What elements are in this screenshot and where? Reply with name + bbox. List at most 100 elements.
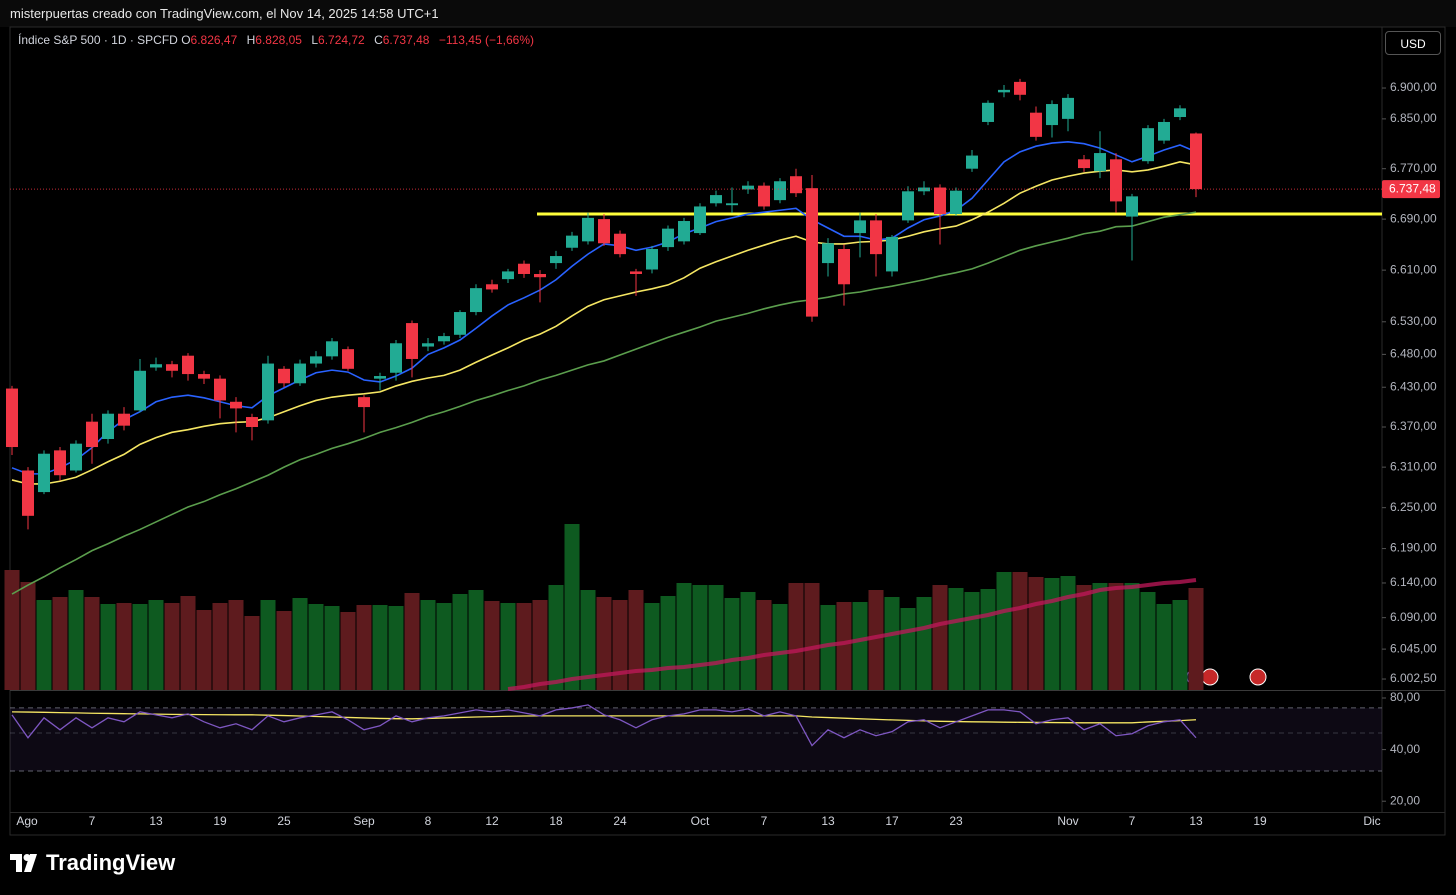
y-tick-label: 6.002,50: [1390, 671, 1437, 685]
volume-bar: [244, 616, 260, 690]
ohlc-value: 6.737,48: [382, 33, 430, 47]
volume-bar: [212, 603, 228, 690]
volume-bar: [1028, 577, 1044, 690]
candle-body: [678, 221, 690, 242]
volume-bar: [276, 611, 292, 690]
candle-body: [342, 349, 354, 369]
volume-bar: [372, 605, 388, 690]
x-tick-label: 24: [613, 814, 627, 828]
candle-body: [998, 89, 1010, 93]
candle-body: [6, 388, 18, 448]
x-tick-label: 25: [277, 814, 291, 828]
candle-body: [934, 187, 946, 215]
volume-bar: [68, 590, 84, 690]
volume-bar: [628, 590, 644, 690]
candle-body: [454, 312, 466, 335]
candle-body: [54, 450, 66, 476]
candle-body: [230, 401, 242, 409]
candle-body: [1142, 128, 1154, 162]
volume-bar: [1124, 583, 1140, 690]
volume-bar: [468, 590, 484, 690]
candle-body: [246, 417, 258, 428]
event-icon: [1249, 668, 1267, 686]
ohlc-value: 6.828,05: [255, 33, 302, 47]
candle-body: [582, 217, 594, 242]
volume-bar: [452, 594, 468, 690]
y-tick-label: 6.770,00: [1390, 161, 1437, 175]
volume-bar: [148, 600, 164, 690]
candle-body: [214, 378, 226, 401]
volume-bar: [1156, 604, 1172, 690]
candle-body: [70, 443, 82, 471]
symbol: Índice S&P 500 · 1D · SPCFD: [18, 33, 178, 47]
rsi-band: [10, 707, 1382, 772]
volume-bar: [36, 600, 52, 690]
volume-bar: [500, 603, 516, 690]
volume-bar: [516, 603, 532, 690]
ohlc-key: L: [311, 33, 319, 47]
candle-body: [614, 233, 626, 255]
x-tick-label: 7: [89, 814, 96, 828]
x-tick-label: 13: [821, 814, 835, 828]
candle-body: [502, 271, 514, 280]
volume-bar: [548, 585, 564, 690]
candle-body: [390, 343, 402, 373]
volume-bar: [484, 601, 500, 690]
volume-bar: [1060, 576, 1076, 690]
volume-bar: [1044, 578, 1060, 690]
candle-body: [774, 181, 786, 201]
candle-body: [1110, 159, 1122, 202]
volume-bar: [4, 570, 20, 690]
candle-body: [966, 155, 978, 169]
candle-body: [358, 397, 370, 408]
volume-bar: [612, 600, 628, 690]
candle-body: [630, 271, 642, 274]
ohlc-value: 6.724,72: [318, 33, 365, 47]
candle-body: [790, 176, 802, 194]
x-tick-label: 23: [949, 814, 963, 828]
candle-body: [742, 185, 754, 190]
volume-bar: [596, 597, 612, 690]
candle-body: [182, 355, 194, 375]
candle-body: [310, 356, 322, 364]
volume-bar: [676, 583, 692, 690]
y-tick-label: 6.190,00: [1390, 541, 1437, 555]
currency-button[interactable]: USD: [1385, 31, 1441, 55]
candle-body: [550, 256, 562, 264]
candle-body: [854, 220, 866, 234]
volume-bar: [708, 585, 724, 690]
x-tick-label: 13: [1189, 814, 1203, 828]
chart-frame: [9, 26, 1446, 836]
x-tick-label: 7: [1129, 814, 1136, 828]
y-tick-label: 6.250,00: [1390, 500, 1437, 514]
candle-body: [422, 343, 434, 347]
last-price-label: 6.737,48: [1389, 181, 1436, 195]
volume-bar: [644, 603, 660, 690]
x-tick-label: 13: [149, 814, 163, 828]
y-tick-label: 20,00: [1390, 793, 1420, 807]
volume-bar: [1188, 588, 1204, 690]
candle-body: [262, 363, 274, 421]
candle-body: [1014, 81, 1026, 95]
volume-ma-line: [507, 578, 1197, 691]
volume-bar: [740, 592, 756, 690]
candle-body: [1030, 112, 1042, 137]
y-tick-label: 6.370,00: [1390, 419, 1437, 433]
volume-bar: [404, 593, 420, 690]
volume-bar: [948, 588, 964, 690]
volume-bar: [820, 605, 836, 690]
x-tick-label: 12: [485, 814, 499, 828]
volume-bar: [116, 603, 132, 690]
candle-body: [806, 188, 818, 317]
candle-body: [470, 288, 482, 313]
candle-body: [902, 191, 914, 221]
candle-body: [278, 368, 290, 384]
candle-body: [598, 219, 610, 244]
y-tick-label: 6.900,00: [1390, 80, 1437, 94]
candle-body: [166, 364, 178, 371]
candle-body: [38, 453, 50, 493]
candle-body: [198, 374, 210, 379]
y-tick-label: 6.045,00: [1390, 641, 1437, 655]
x-tick-label: Ago: [16, 814, 38, 828]
y-tick-label: 80,00: [1390, 690, 1420, 704]
